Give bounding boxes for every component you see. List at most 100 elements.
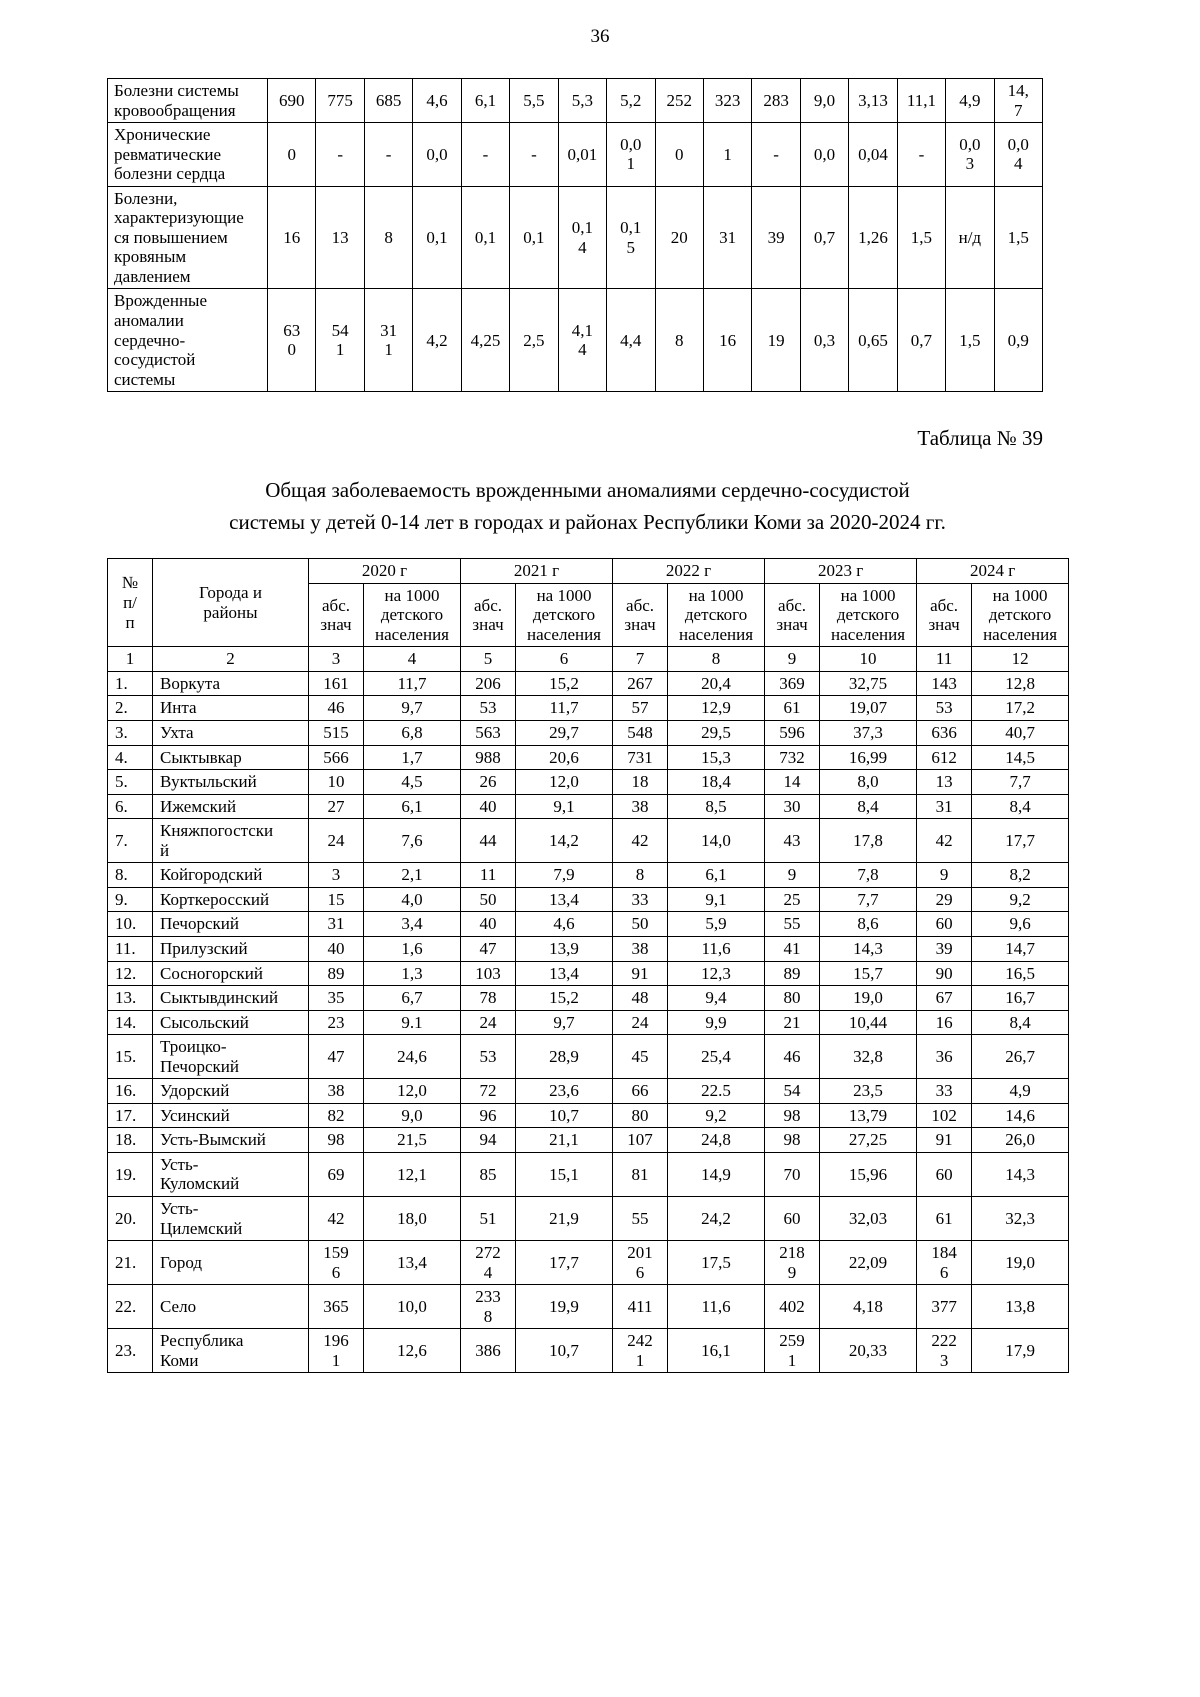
col-number: 10: [819, 646, 918, 672]
data-cell: 6,1: [362, 793, 462, 820]
city-name: Воркута: [152, 670, 309, 697]
data-cell: 143: [916, 670, 973, 697]
data-cell: 4,9: [971, 1078, 1070, 1104]
data-cell: 40: [460, 793, 517, 820]
data-cell: 60: [916, 1151, 973, 1197]
data-cell: 11,6: [667, 935, 766, 962]
data-cell: 4,9: [945, 77, 995, 124]
data-cell: 20: [654, 185, 704, 290]
data-cell: 54: [764, 1078, 821, 1104]
table-row: 18. Усть-Вымский 98 21,5 94 21,1 107 24,8 98 27,2…: [107, 1127, 1070, 1153]
data-cell: 12,9: [667, 695, 766, 722]
row-number: 4.: [107, 744, 153, 771]
data-cell: 7,7: [971, 769, 1070, 795]
data-cell: 612: [916, 744, 973, 771]
data-cell: 102: [916, 1102, 973, 1129]
data-cell: 29,7: [515, 720, 614, 746]
data-cell: 1,5: [896, 185, 947, 290]
table-row: 14. Сысольский 23 9.1 24 9,7 24 9,9 21 10,44 16 8,4: [107, 1009, 1070, 1036]
data-cell: 98: [764, 1102, 821, 1129]
data-cell: 13,4: [515, 886, 614, 913]
data-cell: 20,4: [667, 670, 766, 697]
data-cell: 5,2: [606, 77, 656, 124]
data-cell: 33: [916, 1078, 973, 1104]
data-cell: 21,1: [515, 1127, 614, 1153]
col-header-abs: абс. знач: [916, 582, 973, 648]
data-cell: 10,7: [515, 1102, 614, 1129]
col-header-year-2023: 2023 г: [764, 558, 918, 584]
city-name: Корткеросский: [152, 886, 309, 913]
data-cell: 1,5: [945, 288, 995, 393]
data-cell: 201 6: [612, 1240, 669, 1286]
data-cell: -: [896, 122, 947, 187]
data-cell: 9,7: [362, 695, 462, 722]
city-name: Вуктыльский: [152, 769, 309, 795]
data-cell: 12,3: [667, 960, 766, 987]
table-row: 9. Корткеросский 15 4,0 50 13,4 33 9,1 25 7,7 29 9,…: [107, 886, 1070, 913]
data-cell: 196 1: [308, 1328, 364, 1374]
col-header-abs: абс. знач: [612, 582, 669, 648]
data-cell: 402: [764, 1284, 821, 1330]
data-cell: 16: [266, 185, 317, 290]
data-cell: 0,1 4: [557, 185, 608, 290]
data-cell: 26,0: [971, 1127, 1070, 1153]
data-cell: 11,7: [362, 670, 462, 697]
data-cell: 206: [460, 670, 517, 697]
data-cell: 41: [764, 935, 821, 962]
row-number: 2.: [107, 695, 153, 722]
col-header-per1000: на 1000 детского населения: [971, 582, 1070, 648]
data-cell: 11,1: [896, 77, 947, 124]
data-cell: 10: [308, 769, 364, 795]
data-cell: 9,0: [799, 77, 850, 124]
data-cell: 9,1: [515, 793, 614, 820]
city-name: Инта: [152, 695, 309, 722]
table-row: 7. Княжпогостски й 24 7,6 44 14,2 42 14,0 43 17,8…: [107, 818, 1070, 864]
data-cell: 45: [612, 1034, 669, 1080]
data-cell: -: [363, 122, 414, 187]
data-cell: 23,5: [819, 1078, 918, 1104]
table-circulatory-diseases: Болезни системы кровообращения 690 775 685 4…: [107, 77, 1044, 393]
data-cell: 23,6: [515, 1078, 614, 1104]
data-cell: 4,2: [412, 288, 462, 393]
table39-title: Общая заболеваемость врожденными аномали…: [229, 478, 946, 534]
data-cell: 9,2: [667, 1102, 766, 1129]
data-cell: 60: [764, 1195, 821, 1242]
col-number: 6: [515, 646, 614, 672]
data-cell: 7,8: [819, 862, 918, 888]
data-cell: 51: [460, 1195, 517, 1242]
table-row: Хронические ревматические болезни сердца…: [107, 122, 1044, 187]
data-cell: 1,6: [362, 935, 462, 962]
data-cell: 26,7: [971, 1034, 1070, 1080]
data-cell: 24: [308, 818, 364, 864]
data-cell: 21,9: [515, 1195, 614, 1242]
data-cell: 8,2: [971, 862, 1070, 888]
data-cell: 16,99: [819, 744, 918, 771]
data-cell: 53: [460, 695, 517, 722]
data-cell: 57: [612, 695, 669, 722]
data-cell: 25,4: [667, 1034, 766, 1080]
data-cell: 9,1: [667, 886, 766, 913]
data-cell: 42: [612, 818, 669, 864]
data-cell: 16,1: [667, 1328, 766, 1374]
data-cell: 18,0: [362, 1195, 462, 1242]
t39-header-years-row: № п/ п Города и районы 2020 г 2021 г 202…: [107, 558, 1070, 648]
data-cell: 40: [460, 911, 517, 937]
data-cell: 9,6: [971, 911, 1070, 937]
data-cell: 14,0: [667, 818, 766, 864]
data-cell: 8,6: [819, 911, 918, 937]
data-cell: 685: [363, 77, 414, 124]
data-cell: 38: [612, 793, 669, 820]
city-name: Село: [152, 1284, 309, 1330]
data-cell: 19: [751, 288, 801, 393]
col-number: 3: [308, 646, 364, 672]
data-cell: 8: [612, 862, 669, 888]
data-cell: 12,8: [971, 670, 1070, 697]
data-cell: 107: [612, 1127, 669, 1153]
data-cell: 15,2: [515, 670, 614, 697]
table-row: 3. Ухта 515 6,8 563 29,7 548 29,5 596 37,3 636 40,7: [107, 720, 1070, 746]
data-cell: 323: [702, 77, 753, 124]
col-number: 5: [460, 646, 517, 672]
data-cell: 20,33: [819, 1328, 918, 1374]
data-cell: 515: [308, 720, 364, 746]
col-header-abs: абс. знач: [764, 582, 821, 648]
